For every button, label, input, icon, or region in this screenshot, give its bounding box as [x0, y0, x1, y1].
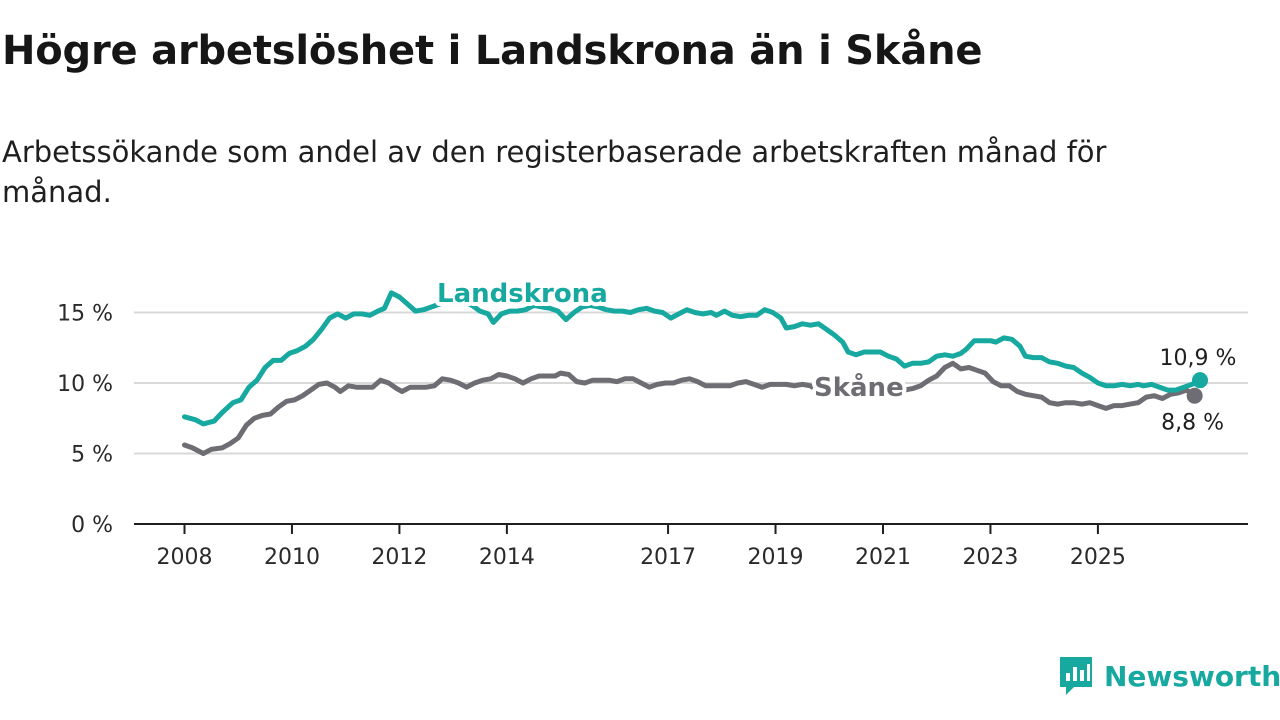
x-tick-label: 2017 [640, 545, 696, 570]
newsworthy-logo-icon [1060, 657, 1092, 695]
series-line-skane [182, 360, 1198, 456]
series-name-skane-halo: Skåne [814, 371, 904, 403]
x-tick-label: 2025 [1070, 545, 1126, 570]
series-end-dot-landskrona [1192, 372, 1208, 389]
x-tick-label: 2021 [855, 545, 911, 570]
series-name-skane: Skåne [814, 371, 904, 403]
series-lines [182, 290, 1208, 456]
end-value-landskrona-halo: 10,9 % [1160, 346, 1237, 371]
chart-subtitle: Arbetssökande som andel av den registerb… [2, 135, 1107, 209]
y-tick-label: 5 % [71, 443, 113, 468]
chart-title: Högre arbetslöshet i Landskrona än i Skå… [2, 28, 983, 74]
y-axis-labels: 0 % 5 % 10 % 15 % [57, 302, 113, 539]
brand: Newsworthy [1058, 655, 1280, 697]
x-tick-label: 2010 [264, 545, 320, 570]
gridlines [134, 311, 1248, 455]
series-name-landskrona-halo: Landskrona [437, 279, 608, 309]
x-tick-label: 2019 [748, 545, 804, 570]
end-value-landskrona: 10,9 % [1160, 346, 1237, 371]
y-tick-label: 0 % [71, 513, 113, 538]
series-name-landskrona: Landskrona [437, 279, 608, 309]
y-tick-label: 10 % [57, 372, 113, 397]
x-tick-label: 2023 [962, 545, 1018, 570]
y-tick-label: 15 % [57, 302, 113, 327]
end-value-skane-halo: 8,8 % [1161, 411, 1224, 436]
series-end-dot-skane [1186, 387, 1203, 404]
x-tick-label: 2014 [479, 545, 535, 570]
brand-name: Newsworthy [1104, 659, 1280, 693]
x-axis: 2008 2010 2012 2014 2017 2019 2021 2023 2025 [134, 523, 1248, 570]
series-line-landskrona [182, 290, 1203, 427]
x-tick-label: 2012 [371, 545, 427, 570]
end-value-skane: 8,8 % [1161, 411, 1224, 436]
x-tick-label: 2008 [157, 545, 213, 570]
